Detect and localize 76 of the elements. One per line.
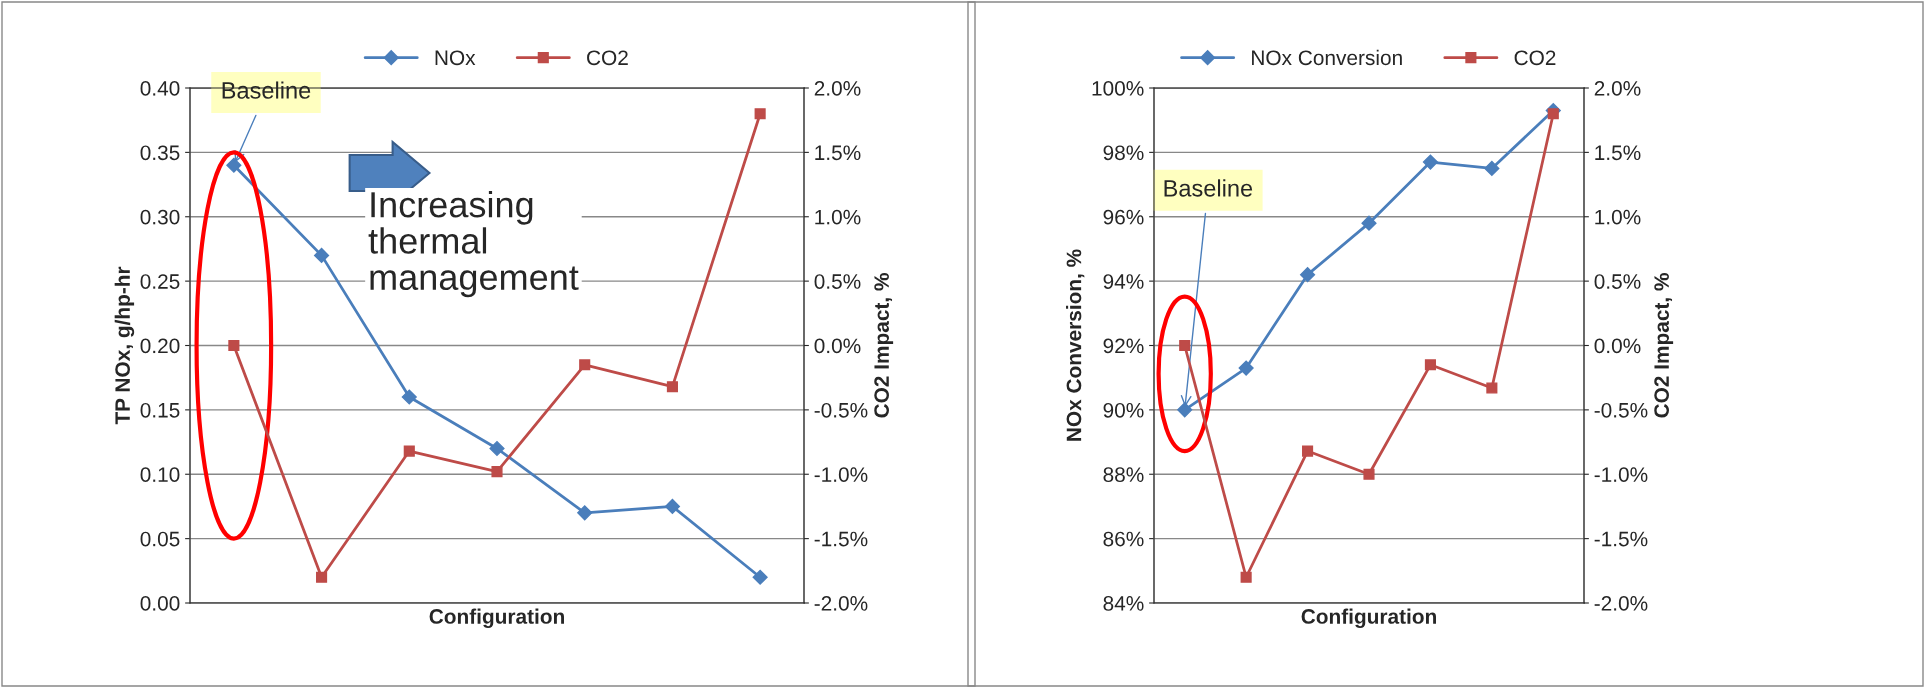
y-tick-label: 0.20: [140, 338, 180, 354]
y2-axis-title: CO2 Impact, %: [874, 273, 894, 418]
point: [228, 339, 240, 352]
y-tick-label: 0.40: [140, 81, 180, 96]
point: [1424, 359, 1436, 371]
y2-tick-label: -1.0%: [1594, 467, 1648, 482]
annotation: Increasing thermal management: [368, 191, 579, 298]
point: [1302, 445, 1314, 457]
y-tick-label: 100%: [1092, 81, 1144, 96]
y-tick-label: 0.25: [140, 274, 180, 289]
point: [1300, 267, 1316, 283]
y2-tick-label: -1.0%: [814, 467, 868, 482]
point: [1361, 215, 1377, 231]
y2-tick-label: 0.0%: [1594, 338, 1641, 354]
point: [1363, 468, 1375, 480]
y-tick-label: 90%: [1103, 402, 1144, 418]
y-tick-label: 0.05: [140, 531, 180, 547]
y-axis-title: NOx Conversion, %: [1066, 249, 1085, 441]
point: [401, 389, 417, 405]
y-tick-label: 98%: [1103, 145, 1144, 161]
point: [1486, 382, 1498, 394]
point: [666, 381, 678, 393]
annotation: Baseline: [222, 81, 311, 99]
y2-tick-label: 0.5%: [814, 274, 861, 289]
point: [316, 571, 328, 583]
x-axis-title: Configuration: [1301, 608, 1436, 629]
y2-tick-label: 0.0%: [814, 338, 861, 354]
y-axis-title: TP NOx, g/hp-hr: [114, 266, 135, 425]
y-tick-label: 94%: [1103, 274, 1144, 289]
y2-tick-label: 1.0%: [1595, 209, 1641, 225]
y-tick-label: 0.15: [140, 402, 180, 418]
legend-label: NOx Conversion: [1252, 49, 1402, 66]
y-tick-label: 84%: [1103, 596, 1144, 611]
point: [314, 247, 330, 263]
point: [1179, 339, 1191, 352]
point: [579, 359, 591, 371]
point: [1422, 154, 1439, 170]
y-tick-label: 86%: [1103, 531, 1144, 547]
x-axis-title: Configuration: [429, 608, 564, 629]
y2-tick-label: -1.5%: [1594, 531, 1648, 547]
y2-tick-label: 1.0%: [815, 209, 861, 225]
point: [1484, 160, 1500, 177]
y2-tick-label: 2.0%: [1594, 81, 1641, 96]
point: [491, 466, 503, 478]
point: [1547, 108, 1559, 120]
y2-tick-label: -0.5%: [1594, 402, 1648, 418]
y2-tick-label: 1.5%: [1595, 145, 1641, 161]
y-tick-label: 0.10: [140, 467, 180, 482]
point: [489, 440, 505, 457]
y2-tick-label: -0.5%: [814, 402, 868, 418]
y-tick-label: 0.35: [140, 145, 180, 161]
legend-label: CO2: [587, 50, 628, 66]
y2-tick-label: -2.0%: [814, 596, 868, 611]
y-tick-label: 96%: [1103, 209, 1144, 225]
point: [1240, 571, 1252, 583]
point: [1238, 360, 1254, 376]
legend-label: CO2: [1514, 50, 1556, 66]
y-tick-label: 0.00: [140, 596, 180, 611]
y2-axis-title: CO2 Impact, %: [1654, 273, 1674, 418]
y-tick-label: 0.30: [140, 209, 180, 225]
y2-tick-label: -1.5%: [814, 531, 868, 547]
legend-label: NOx: [435, 50, 476, 66]
y2-tick-label: 0.5%: [1594, 274, 1641, 289]
point: [226, 157, 242, 173]
point: [577, 505, 593, 521]
y2-tick-label: -2.0%: [1594, 596, 1648, 611]
annotation: Baseline: [1164, 179, 1253, 197]
point: [752, 569, 768, 585]
point: [754, 108, 766, 120]
y2-tick-label: 2.0%: [814, 81, 861, 96]
y-tick-label: 92%: [1103, 338, 1144, 354]
y2-tick-label: 1.5%: [815, 145, 861, 161]
point: [403, 445, 415, 457]
y-tick-label: 88%: [1103, 467, 1144, 482]
point: [664, 498, 680, 515]
point: [1177, 402, 1193, 418]
